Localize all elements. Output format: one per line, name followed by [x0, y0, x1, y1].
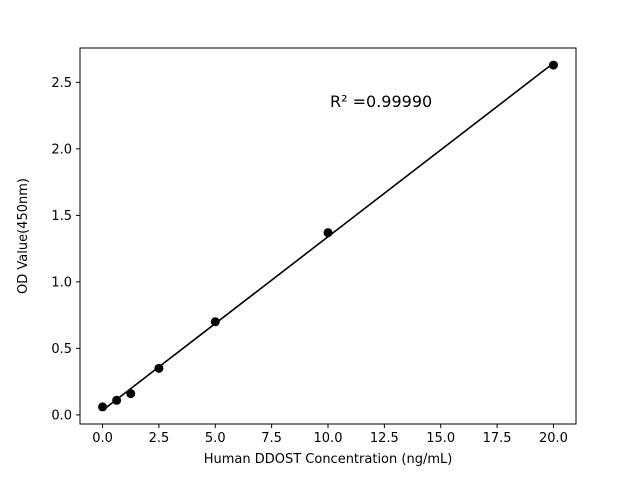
y-axis-label: OD Value(450nm): [16, 178, 31, 294]
data-point: [210, 317, 220, 327]
plot-spines: [79, 47, 577, 425]
x-axis-label: Human DDOST Concentration (ng/mL): [204, 452, 453, 467]
y-tick-label: 2.5: [51, 76, 72, 91]
x-tick-label: 17.5: [483, 431, 512, 446]
y-tick-label: 0.0: [51, 408, 72, 423]
x-tick-label: 10.0: [314, 431, 343, 446]
r-squared-annotation: R² =0.99990: [330, 92, 432, 111]
x-tick-label: 20.0: [539, 431, 568, 446]
data-point: [126, 389, 136, 399]
x-tick-label: 12.5: [370, 431, 399, 446]
y-tick-label: 0.5: [51, 342, 72, 357]
y-tick-label: 2.0: [51, 142, 72, 157]
x-tick-label: 15.0: [426, 431, 455, 446]
x-tick-label: 7.5: [261, 431, 282, 446]
fit-line: [102, 62, 554, 411]
y-tick-label: 1.0: [51, 275, 72, 290]
x-tick-label: 5.0: [205, 431, 226, 446]
x-tick-label: 2.5: [149, 431, 170, 446]
y-tick-label: 1.5: [51, 209, 72, 224]
data-point: [548, 60, 558, 70]
x-tick-label: 0.0: [92, 431, 113, 446]
